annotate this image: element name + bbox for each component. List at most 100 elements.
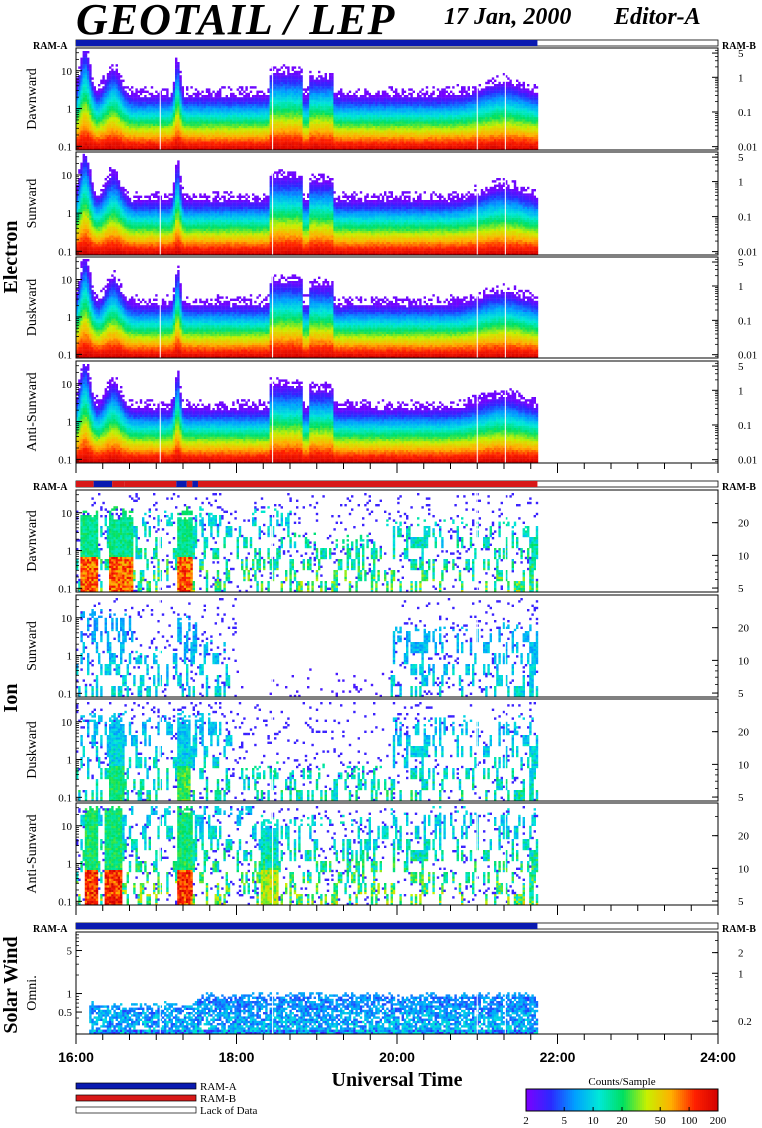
- ion-duskward-panel-cells: [76, 702, 538, 801]
- legend-swatch-lack-of-data: [76, 1107, 196, 1113]
- electron-anti-sunward-panel-label: Anti-Sunward: [25, 372, 40, 451]
- electron-sunward-panel-label: Sunward: [25, 179, 40, 229]
- colorbar-tick-label: 5: [561, 1115, 567, 1127]
- ion-mode-right-label: RAM-B: [722, 482, 756, 493]
- electron-sunward-panel-left-tick-label: 1: [67, 208, 73, 220]
- ion-group-label: Ion: [0, 684, 22, 713]
- ion-anti-sunward-panel-label: Anti-Sunward: [25, 814, 40, 893]
- ion-mode-left-label: RAM-A: [33, 482, 68, 493]
- ion-dawnward-panel-left-tick-label: 10: [61, 508, 73, 520]
- electron-duskward-panel-left-tick-label: 1: [67, 312, 73, 324]
- ion-mode-segment-5: [187, 481, 193, 487]
- solar-wind-omni-panel-left-tick-label: 1: [67, 989, 73, 1001]
- ion-mode-segment-2: [112, 481, 124, 487]
- ion-anti-sunward-panel-left-tick-label: 0.1: [58, 896, 72, 908]
- electron-duskward-panel-left-tick-label: 0.1: [58, 349, 72, 361]
- colorbar-tick-label: 20: [617, 1115, 629, 1127]
- ion-duskward-panel-left-tick-label: 1: [67, 755, 73, 767]
- ion-duskward-panel-frame: [76, 699, 718, 801]
- ion-mode-segment-0: [76, 481, 94, 487]
- ion-sunward-panel-label: Sunward: [25, 621, 40, 671]
- electron-duskward-panel-label: Duskward: [25, 279, 40, 337]
- ion-anti-sunward-panel-left-tick-label: 10: [61, 821, 73, 833]
- ion-sunward-panel-left-tick-label: 0.1: [58, 688, 72, 700]
- time-tick-label: 24:00: [700, 1049, 736, 1065]
- electron-anti-sunward-panel-left-tick-label: 0.1: [58, 454, 72, 466]
- ion-mode-segment-7: [198, 481, 537, 487]
- solar-wind-omni-panel-label: Omni.: [25, 975, 40, 1010]
- ion-anti-sunward-panel-left-tick-label: 1: [67, 859, 73, 871]
- electron-sunward-panel-left-tick-label: 10: [61, 170, 73, 182]
- electron-sunward-panel-cells: [76, 154, 538, 255]
- electron-sunward-panel-right-tick-label: 1: [738, 177, 744, 189]
- ion-mode-segment-6: [192, 481, 198, 487]
- ion-duskward-panel-label: Duskward: [25, 721, 40, 779]
- legend-label-lack-of-data: Lack of Data: [200, 1105, 258, 1117]
- solar-wind-omni-panel-left-tick-label: 0.5: [58, 1007, 72, 1019]
- colorbar: 2 5 10 20 50 100 200: [523, 1089, 727, 1127]
- electron-mode-segment-0: [76, 40, 537, 46]
- electron-dawnward-panel-label: Dawnward: [25, 68, 40, 129]
- electron-anti-sunward-panel-right-tick-label: 0.01: [738, 455, 757, 467]
- electron-duskward-panel-right-tick-label: 0.01: [738, 350, 757, 362]
- solar-wind-omni-panel-cells: [89, 992, 538, 1034]
- ion-duskward-panel-right-tick-label: 5: [738, 792, 744, 804]
- electron-duskward-panel-right-tick-label: 5: [738, 257, 744, 269]
- ion-anti-sunward-panel-right-tick-label: 20: [738, 831, 750, 843]
- colorbar-title: Counts/Sample: [588, 1076, 655, 1088]
- electron-anti-sunward-panel-left-tick-label: 1: [67, 417, 73, 429]
- electron-anti-sunward-panel-right-tick-label: 5: [738, 361, 744, 373]
- electron-dawnward-panel-left-tick-label: 1: [67, 104, 73, 116]
- electron-dawnward-panel-right-tick-label: 0.1: [738, 107, 752, 119]
- electron-duskward-panel: Duskward 10 1 0.1 5 1 0.1 0.01: [25, 257, 757, 362]
- electron-anti-sunward-panel: Anti-Sunward 10 1 0.1 5 1 0.1 0.01: [25, 361, 757, 467]
- electron-anti-sunward-panel-right-tick-label: 1: [738, 385, 744, 397]
- solar-wind-group-label: Solar Wind: [0, 936, 22, 1033]
- time-tick-label: 20:00: [379, 1049, 415, 1065]
- ion-dawnward-panel-left-tick-label: 1: [67, 546, 73, 558]
- electron-dawnward-panel-right-tick-label: 1: [738, 72, 744, 84]
- electron-anti-sunward-panel-left-tick-label: 10: [61, 379, 73, 391]
- legend-label-ram-a: RAM-A: [200, 1081, 237, 1093]
- colorbar-tick-label: 200: [710, 1115, 727, 1127]
- time-tick-label: 16:00: [58, 1049, 94, 1065]
- electron-sunward-panel-left-tick-label: 0.1: [58, 246, 72, 258]
- electron-duskward-panel-left-tick-label: 10: [61, 275, 73, 287]
- solar-wind-omni-panel-right-tick-label: 1: [738, 968, 744, 980]
- colorbar-tick-label: 10: [588, 1115, 600, 1127]
- solar-wind-omni-panel-right-tick-label: 0.2: [738, 1016, 752, 1028]
- electron-anti-sunward-panel-right-tick-label: 0.1: [738, 420, 752, 432]
- x-axis-label: Universal Time: [332, 1069, 463, 1091]
- time-tick-label: 22:00: [540, 1049, 576, 1065]
- solar-wind-omni-panel-right-tick-label: 2: [738, 948, 744, 960]
- electron-duskward-panel-cells: [76, 259, 538, 358]
- electron-duskward-panel-right-tick-label: 0.1: [738, 315, 752, 327]
- ion-dawnward-panel-left-tick-label: 0.1: [58, 583, 72, 595]
- electron-group-label: Electron: [0, 221, 22, 294]
- electron-dawnward-panel-left-tick-label: 0.1: [58, 141, 72, 153]
- ion-dawnward-panel-right-tick-label: 20: [738, 518, 750, 530]
- ion-sunward-panel-left-tick-label: 10: [61, 613, 73, 625]
- ion-anti-sunward-panel-right-tick-label: 10: [738, 863, 750, 875]
- colorbar-tick-label: 2: [523, 1115, 529, 1127]
- ion-duskward-panel-left-tick-label: 0.1: [58, 792, 72, 804]
- legend-swatch-ram-a: [76, 1083, 196, 1089]
- ion-dawnward-panel-label: Dawnward: [25, 510, 40, 571]
- ion-sunward-panel-right-tick-label: 5: [738, 688, 744, 700]
- ion-mode-segment-3: [124, 481, 176, 487]
- legend-swatch-ram-b: [76, 1095, 196, 1101]
- electron-dawnward-panel-cells: [76, 51, 538, 150]
- electron-duskward-panel-right-tick-label: 1: [738, 281, 744, 293]
- ion-dawnward-panel-frame: [76, 490, 718, 592]
- ion-duskward-panel-right-tick-label: 20: [738, 727, 750, 739]
- solar-wind-mode-segment-0: [76, 923, 537, 929]
- ion-anti-sunward-panel-right-tick-label: 5: [738, 896, 744, 908]
- ion-sunward-panel-left-tick-label: 1: [67, 651, 73, 663]
- colorbar-tick-label: 50: [655, 1115, 667, 1127]
- ion-sunward-panel-right-tick-label: 10: [738, 655, 750, 667]
